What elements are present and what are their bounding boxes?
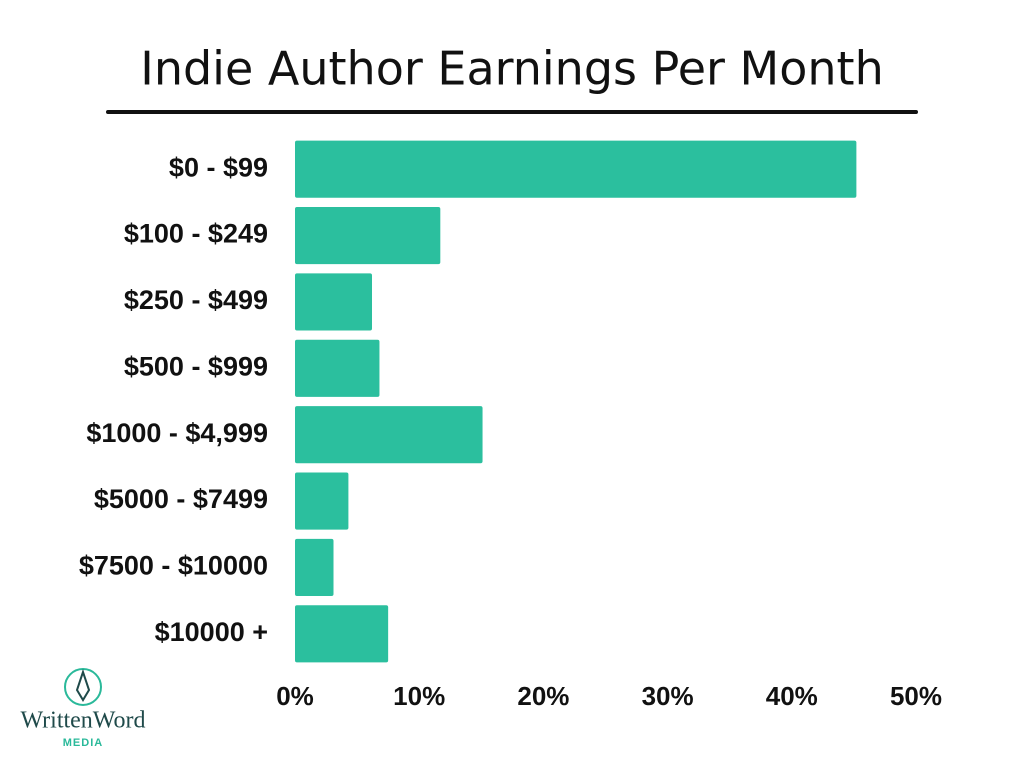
bar xyxy=(295,472,349,530)
y-tick-label: $0 - $99 xyxy=(169,152,268,182)
logo-subtitle: MEDIA xyxy=(63,737,103,749)
bar xyxy=(295,538,334,596)
x-tick-label: 20% xyxy=(517,681,569,711)
bar xyxy=(295,207,441,265)
bar xyxy=(295,273,373,331)
chart-title: Indie Author Earnings Per Month xyxy=(140,42,883,96)
logo-name: WrittenWord xyxy=(20,708,145,734)
x-tick-label: 50% xyxy=(890,681,942,711)
bar xyxy=(295,339,380,397)
y-tick-label: $1000 - $4,999 xyxy=(86,418,268,448)
x-tick-label: 10% xyxy=(393,681,445,711)
y-tick-label: $7500 - $10000 xyxy=(79,551,268,581)
bar xyxy=(295,605,389,663)
bar xyxy=(295,406,483,464)
logo-icon xyxy=(64,668,102,706)
y-tick-label: $250 - $499 xyxy=(124,285,268,315)
x-tick-label: 40% xyxy=(766,681,818,711)
y-tick-label: $500 - $999 xyxy=(124,351,268,381)
bar xyxy=(295,140,857,198)
y-tick-label: $100 - $249 xyxy=(124,219,268,249)
y-tick-label: $10000 + xyxy=(155,617,268,647)
x-tick-label: 30% xyxy=(642,681,694,711)
x-tick-label: 0% xyxy=(276,681,314,711)
y-tick-label: $5000 - $7499 xyxy=(94,484,268,514)
